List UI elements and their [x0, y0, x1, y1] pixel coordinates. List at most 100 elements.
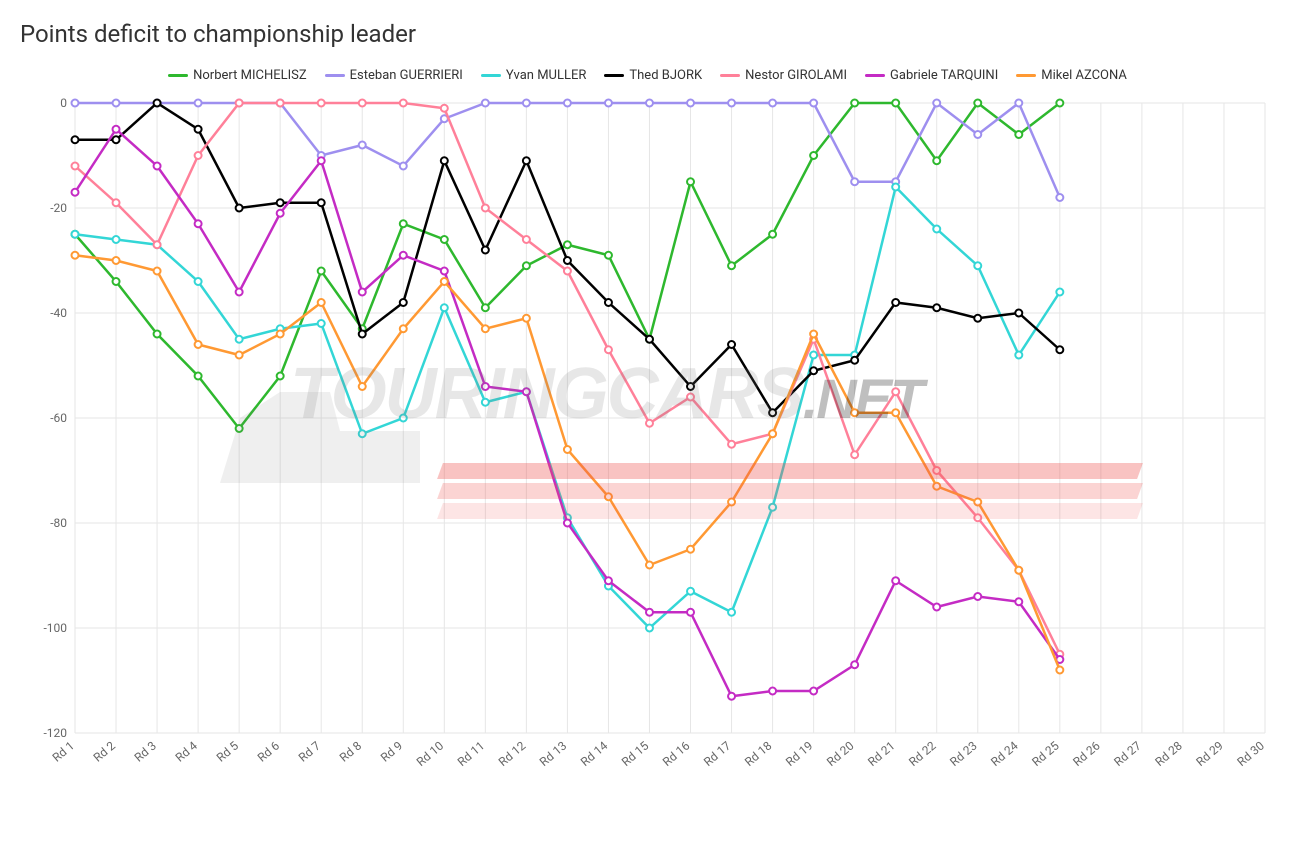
legend-item[interactable]: Gabriele TARQUINI	[865, 68, 998, 83]
series-point[interactable]	[646, 625, 653, 632]
series-point[interactable]	[195, 278, 202, 285]
series-point[interactable]	[195, 126, 202, 133]
series-point[interactable]	[892, 184, 899, 191]
series-point[interactable]	[400, 220, 407, 227]
series-point[interactable]	[851, 357, 858, 364]
series-point[interactable]	[728, 441, 735, 448]
series-point[interactable]	[646, 562, 653, 569]
series-point[interactable]	[1056, 289, 1063, 296]
series-point[interactable]	[851, 409, 858, 416]
series-point[interactable]	[113, 100, 120, 107]
series-point[interactable]	[154, 331, 161, 338]
legend-item[interactable]: Norbert MICHELISZ	[168, 68, 307, 83]
series-point[interactable]	[605, 252, 612, 259]
series-point[interactable]	[400, 252, 407, 259]
series-point[interactable]	[277, 210, 284, 217]
series-point[interactable]	[769, 100, 776, 107]
series-point[interactable]	[728, 100, 735, 107]
series-point[interactable]	[441, 304, 448, 311]
series-point[interactable]	[605, 577, 612, 584]
series-point[interactable]	[400, 100, 407, 107]
series-point[interactable]	[154, 268, 161, 275]
series-point[interactable]	[400, 415, 407, 422]
series-point[interactable]	[318, 299, 325, 306]
series-point[interactable]	[72, 136, 79, 143]
series-point[interactable]	[482, 100, 489, 107]
series-point[interactable]	[441, 268, 448, 275]
series-point[interactable]	[810, 688, 817, 695]
series-point[interactable]	[441, 236, 448, 243]
series-point[interactable]	[974, 100, 981, 107]
series-point[interactable]	[523, 236, 530, 243]
series-point[interactable]	[687, 100, 694, 107]
series-point[interactable]	[810, 352, 817, 359]
legend-item[interactable]: Yvan MULLER	[481, 68, 587, 83]
series-point[interactable]	[769, 231, 776, 238]
series-point[interactable]	[482, 304, 489, 311]
series-point[interactable]	[646, 336, 653, 343]
legend-item[interactable]: Thed BJORK	[604, 68, 702, 83]
series-point[interactable]	[810, 152, 817, 159]
series-point[interactable]	[605, 299, 612, 306]
series-point[interactable]	[851, 100, 858, 107]
series-point[interactable]	[113, 136, 120, 143]
series-point[interactable]	[892, 299, 899, 306]
series-point[interactable]	[318, 320, 325, 327]
series-point[interactable]	[72, 231, 79, 238]
series-point[interactable]	[318, 100, 325, 107]
series-point[interactable]	[359, 331, 366, 338]
series-point[interactable]	[728, 262, 735, 269]
series-point[interactable]	[441, 157, 448, 164]
series-point[interactable]	[1056, 194, 1063, 201]
series-point[interactable]	[400, 299, 407, 306]
series-point[interactable]	[359, 383, 366, 390]
series-point[interactable]	[646, 609, 653, 616]
series-point[interactable]	[810, 100, 817, 107]
series-point[interactable]	[810, 331, 817, 338]
series-point[interactable]	[154, 241, 161, 248]
series-point[interactable]	[564, 257, 571, 264]
series-point[interactable]	[687, 588, 694, 595]
series-point[interactable]	[359, 100, 366, 107]
series-point[interactable]	[113, 126, 120, 133]
series-point[interactable]	[687, 383, 694, 390]
series-point[interactable]	[195, 341, 202, 348]
series-point[interactable]	[769, 688, 776, 695]
series-point[interactable]	[72, 100, 79, 107]
series-point[interactable]	[728, 609, 735, 616]
series-point[interactable]	[359, 430, 366, 437]
series-point[interactable]	[605, 493, 612, 500]
series-point[interactable]	[933, 226, 940, 233]
series-point[interactable]	[769, 430, 776, 437]
legend-item[interactable]: Esteban GUERRIERI	[325, 68, 463, 83]
series-point[interactable]	[728, 499, 735, 506]
series-point[interactable]	[318, 268, 325, 275]
series-point[interactable]	[933, 483, 940, 490]
series-point[interactable]	[113, 236, 120, 243]
series-point[interactable]	[933, 100, 940, 107]
series-point[interactable]	[1015, 310, 1022, 317]
series-point[interactable]	[195, 373, 202, 380]
series-point[interactable]	[400, 163, 407, 170]
series-point[interactable]	[892, 577, 899, 584]
series-point[interactable]	[1015, 567, 1022, 574]
series-point[interactable]	[441, 105, 448, 112]
series-point[interactable]	[277, 100, 284, 107]
series-point[interactable]	[564, 241, 571, 248]
series-point[interactable]	[523, 262, 530, 269]
series-point[interactable]	[769, 409, 776, 416]
series-point[interactable]	[113, 278, 120, 285]
series-point[interactable]	[236, 336, 243, 343]
series-point[interactable]	[933, 604, 940, 611]
series-point[interactable]	[277, 373, 284, 380]
series-point[interactable]	[236, 352, 243, 359]
series-point[interactable]	[277, 331, 284, 338]
series-point[interactable]	[113, 199, 120, 206]
series-point[interactable]	[564, 520, 571, 527]
series-point[interactable]	[974, 262, 981, 269]
series-point[interactable]	[359, 142, 366, 149]
series-point[interactable]	[1015, 100, 1022, 107]
series-point[interactable]	[974, 315, 981, 322]
series-point[interactable]	[810, 367, 817, 374]
series-point[interactable]	[154, 163, 161, 170]
